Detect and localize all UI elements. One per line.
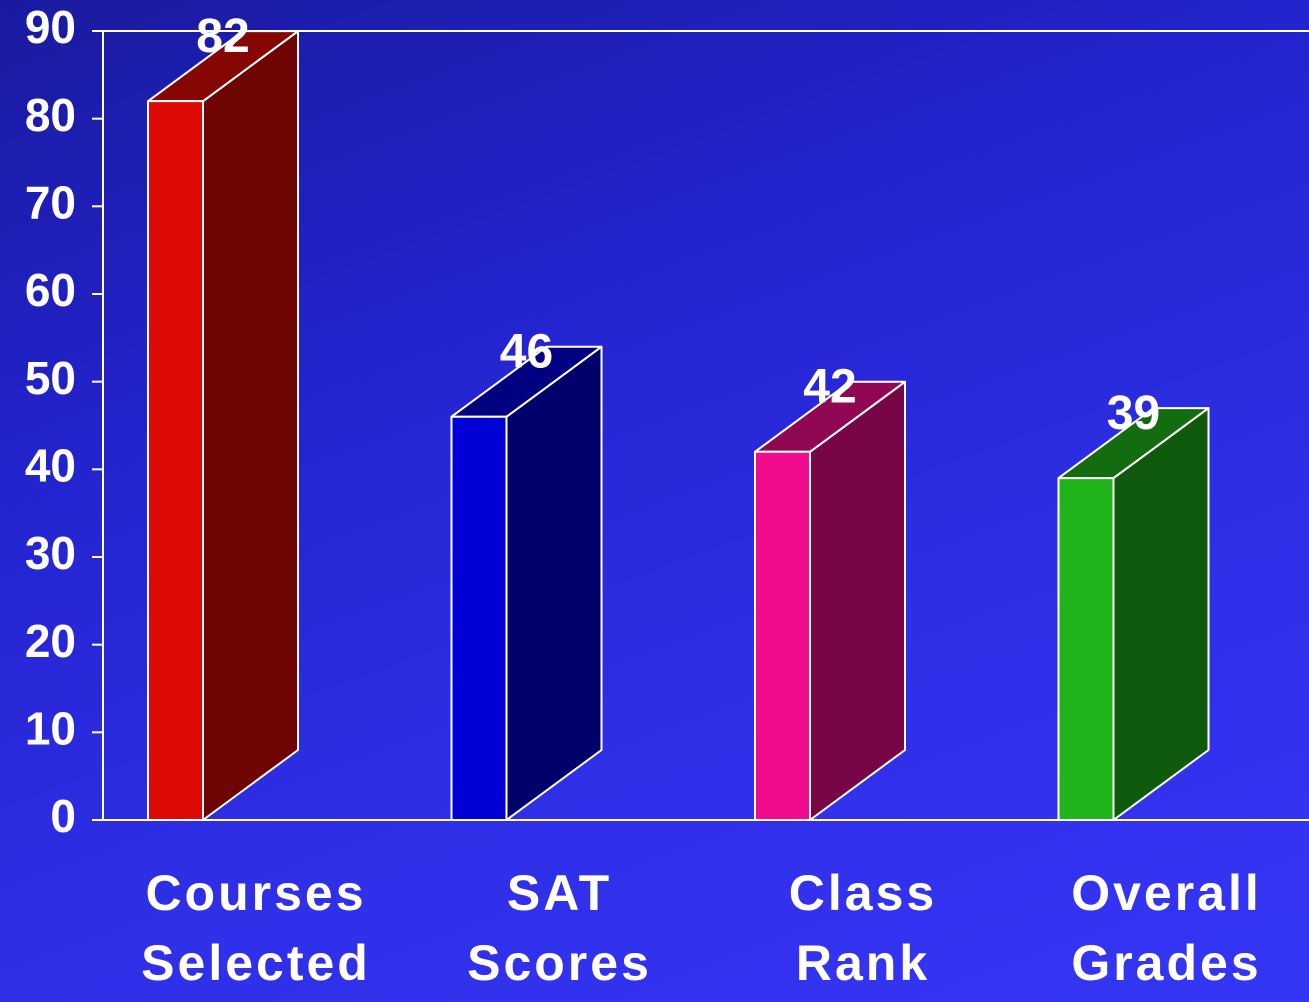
bar-side	[505, 345, 603, 821]
value-label: 39	[1107, 387, 1160, 440]
value-label: 46	[500, 325, 553, 378]
x-tick-label: Courses Selected	[141, 865, 371, 991]
y-tick-label: 10	[25, 702, 76, 754]
x-tick-label: Overall Grades	[1071, 865, 1262, 991]
y-tick-label: 80	[25, 89, 76, 141]
y-tick-label: 20	[25, 615, 76, 667]
bar	[754, 450, 811, 821]
y-tick-label: 60	[25, 264, 76, 316]
y-tick-label: 30	[25, 527, 76, 579]
bar	[147, 100, 204, 821]
x-tick-label: Class Rank	[788, 865, 938, 991]
value-label: 82	[196, 10, 249, 63]
bar-side	[809, 380, 906, 821]
bar-side	[202, 30, 299, 821]
value-label: 42	[803, 360, 856, 413]
y-tick-label: 70	[25, 176, 76, 228]
bar	[450, 415, 508, 821]
x-tick-label: SAT Scores	[467, 865, 652, 991]
y-tick-label: 40	[25, 439, 76, 491]
bar-side	[1112, 407, 1210, 821]
y-tick-label: 0	[50, 790, 76, 842]
y-tick-label: 90	[25, 1, 76, 53]
y-tick-label: 50	[25, 352, 76, 404]
bar	[1057, 477, 1115, 821]
